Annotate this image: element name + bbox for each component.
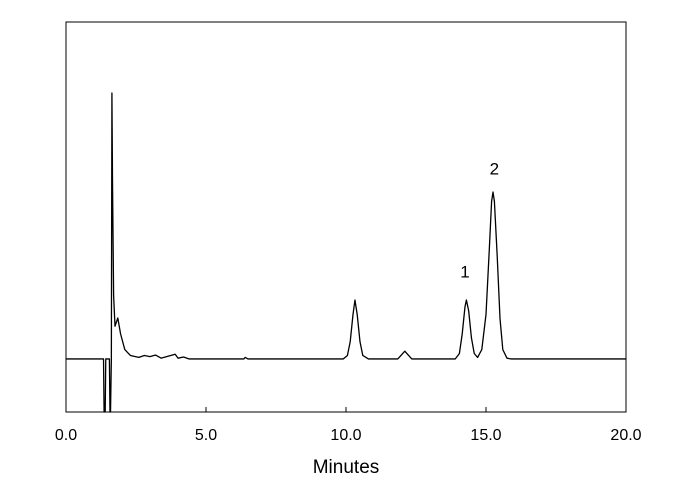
x-tick-label: 20.0 xyxy=(610,427,641,444)
signal-line xyxy=(66,92,626,413)
x-tick-label: 5.0 xyxy=(195,427,217,444)
x-tick-label: 0.0 xyxy=(55,427,77,444)
x-axis-label: Minutes xyxy=(313,457,380,478)
x-tick-label: 10.0 xyxy=(330,427,361,444)
plot-frame xyxy=(65,21,627,413)
peak-label: 2 xyxy=(490,160,499,179)
x-tick-label: 15.0 xyxy=(470,427,501,444)
peak-label: 1 xyxy=(460,263,469,282)
